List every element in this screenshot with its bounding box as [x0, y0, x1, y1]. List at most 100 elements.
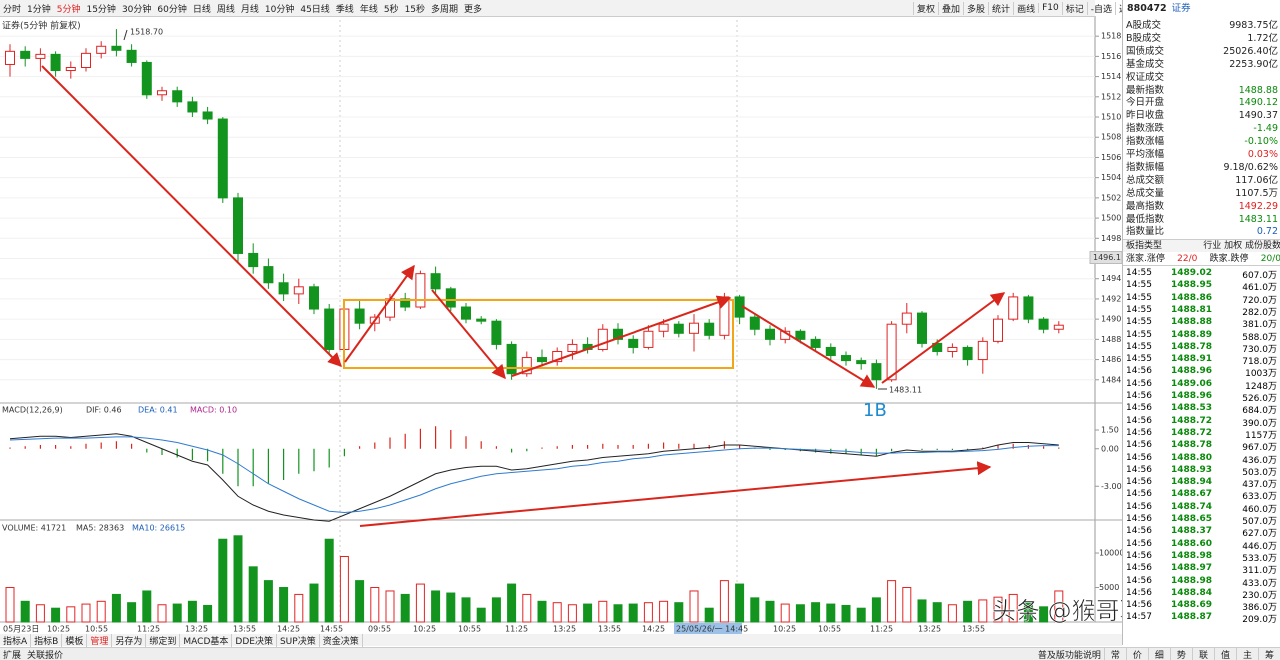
- cursor-label-box: [674, 623, 742, 634]
- volume-bar: [51, 607, 61, 623]
- indicator-tab[interactable]: 管理: [87, 633, 113, 647]
- tick-volume: 526.0万: [1242, 394, 1277, 404]
- tick-time: 14:56: [1126, 391, 1152, 401]
- indicator-tab[interactable]: 指标B: [31, 633, 63, 647]
- status-icon[interactable]: 常: [1103, 648, 1126, 660]
- period-button[interactable]: 30分钟: [121, 4, 152, 15]
- volume-bar: [491, 597, 501, 623]
- tool-button[interactable]: 画线: [1013, 1, 1038, 15]
- period-button[interactable]: 季线: [335, 4, 354, 15]
- stat-row: A股成交 9983.75亿: [1126, 20, 1278, 32]
- x-tick-label: 13:55: [598, 625, 621, 634]
- indicator-tab[interactable]: 资金决策: [320, 633, 363, 647]
- tick-price: 1489.02: [1171, 268, 1212, 278]
- stat-value: 2253.90亿: [1229, 58, 1278, 70]
- candle-body: [445, 288, 456, 308]
- status-icon[interactable]: 筹: [1257, 648, 1280, 660]
- period-button[interactable]: 60分钟: [157, 4, 187, 15]
- tick-price: 1488.67: [1171, 489, 1212, 500]
- indicator-tab[interactable]: 指标A: [0, 633, 32, 647]
- tick-time: 14:55: [1126, 354, 1152, 365]
- indicator-tab[interactable]: MACD基本: [180, 633, 233, 647]
- stat-row: 指数涨幅 -0.10%: [1126, 136, 1278, 148]
- period-button[interactable]: 15秒: [404, 4, 426, 15]
- indicator-tab[interactable]: SUP决策: [277, 633, 320, 647]
- volume-bar: [385, 590, 395, 623]
- y-tick-label: 10000: [1099, 549, 1122, 558]
- quote-panel: 880472 证券 A股成交 9983.75亿 B股成交 1.72亿 国债成交 25026.4…: [1122, 0, 1280, 645]
- period-button[interactable]: 分时: [3, 4, 22, 15]
- period-button[interactable]: 5分钟: [56, 4, 81, 15]
- candle-body: [65, 67, 76, 72]
- breadth-text: 20/0: [1260, 254, 1280, 264]
- period-button[interactable]: 1分钟: [27, 4, 51, 15]
- stat-label: 国债成交: [1126, 45, 1165, 57]
- period-button[interactable]: 月线: [240, 4, 259, 15]
- tick-time: 14:56: [1126, 526, 1152, 537]
- period-button[interactable]: 15分钟: [86, 4, 116, 15]
- bottom-tab[interactable]: 扩展: [3, 651, 22, 660]
- status-icon[interactable]: 联: [1191, 648, 1214, 660]
- status-icon[interactable]: 值: [1213, 648, 1236, 660]
- indicator-tab[interactable]: 绑定到: [146, 633, 181, 647]
- period-button[interactable]: 更多: [464, 4, 483, 15]
- volume-bar: [643, 602, 653, 623]
- candle-body: [856, 360, 867, 365]
- period-button[interactable]: 多周期: [431, 4, 459, 15]
- period-button[interactable]: 日线: [192, 4, 211, 15]
- tick-time: 14:55: [1126, 341, 1152, 352]
- status-icon[interactable]: 主: [1235, 648, 1258, 660]
- volume-bar: [96, 600, 106, 623]
- toolbar: 分时 1分钟 5分钟 15分钟 30分钟 60分钟 日线 周线 月线 10分钟 45日线 季线 年线 5秒…: [0, 0, 1095, 17]
- status-icon[interactable]: 价: [1125, 648, 1148, 660]
- indicator-tab[interactable]: 模板: [62, 633, 88, 647]
- tick-price: 1488.37: [1171, 526, 1212, 537]
- status-icon[interactable]: 细: [1147, 648, 1170, 660]
- tick-time: 14:56: [1126, 538, 1152, 549]
- period-button[interactable]: 45日线: [300, 4, 330, 15]
- candle-body: [719, 296, 730, 336]
- tool-button[interactable]: 标记: [1061, 1, 1087, 15]
- period-button[interactable]: 5秒: [383, 4, 399, 15]
- candle-body: [825, 346, 836, 357]
- tool-button[interactable]: 复权: [913, 1, 938, 15]
- tick-price: 1488.78: [1171, 341, 1212, 352]
- candle-body: [673, 323, 684, 334]
- last-price-box: [1089, 251, 1122, 264]
- tool-button[interactable]: 统计: [988, 1, 1013, 15]
- tick-volume: 433.0万: [1242, 578, 1277, 589]
- status-icon[interactable]: 势: [1169, 648, 1192, 660]
- period-button[interactable]: 年线: [359, 4, 378, 15]
- volume-bar: [811, 602, 821, 623]
- x-tick-label: 10:55: [85, 625, 108, 634]
- tick-volume: 381.0万: [1242, 320, 1277, 331]
- tick-time: 14:56: [1126, 563, 1152, 574]
- high-annotation: 1518.70: [130, 28, 163, 37]
- tool-button[interactable]: F10: [1038, 3, 1062, 13]
- indicator-tab[interactable]: DDE决策: [232, 633, 277, 647]
- indicator-tab[interactable]: 另存为: [112, 633, 147, 647]
- volume-bar: [35, 604, 45, 623]
- y-tick-label: 1484: [1101, 375, 1121, 384]
- volume-bar: [993, 596, 1003, 623]
- y-tick-label: 1512: [1101, 92, 1121, 101]
- quote-code: 880472: [1127, 3, 1167, 14]
- stat-label: 权证成交: [1126, 71, 1165, 83]
- stat-value: 0.03%: [1247, 149, 1278, 160]
- tick-price: 1489.06: [1171, 378, 1212, 389]
- status-text[interactable]: 普及版功能说明: [1037, 651, 1101, 660]
- tick-price: 1488.69: [1171, 600, 1212, 611]
- tool-button[interactable]: 多股: [963, 1, 988, 15]
- volume-bar: [157, 604, 167, 623]
- y-tick-label: 1514: [1101, 72, 1121, 81]
- tick-volume: 230.0万: [1242, 590, 1277, 601]
- tool-button[interactable]: 叠加: [938, 1, 963, 15]
- tool-button[interactable]: -自选: [1086, 1, 1115, 15]
- period-button[interactable]: 10分钟: [264, 4, 295, 15]
- x-tick-label: 11:25: [137, 625, 160, 634]
- candle-body: [567, 343, 578, 352]
- volume-bar: [81, 603, 91, 623]
- period-button[interactable]: 周线: [216, 4, 235, 15]
- bottom-tab[interactable]: 关联报价: [27, 651, 64, 660]
- x-tick-label: 10:55: [458, 625, 481, 634]
